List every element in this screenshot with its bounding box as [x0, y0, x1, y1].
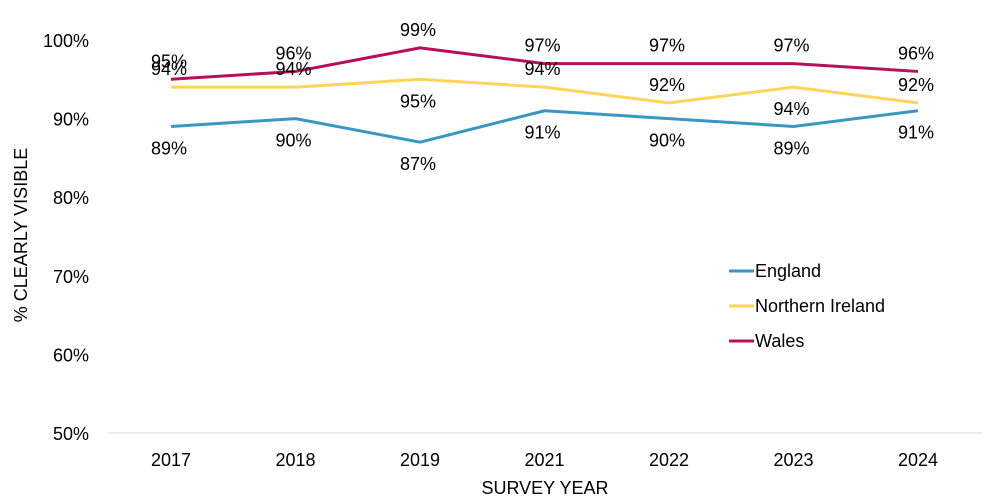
data-labels: 89% 90%87%91% 90% 89%91%94% 94%95%94%92%94%9… [151, 20, 934, 174]
y-tick-label: 60% [53, 345, 89, 365]
data-label-northern-ireland: 94% [151, 59, 187, 79]
y-tick-label: 50% [53, 424, 89, 444]
legend-label: Wales [755, 331, 804, 351]
legend-label: Northern Ireland [755, 296, 885, 316]
x-tick-label: 2021 [524, 450, 564, 470]
series-line-england [170, 109, 919, 144]
x-tick-label: 2022 [649, 450, 689, 470]
data-label-wales: 97% [649, 36, 685, 56]
y-tick-label: 70% [53, 267, 89, 287]
y-axis-title: % CLEARLY VISIBLE [11, 148, 31, 322]
series-line-northern-ireland [171, 77, 919, 105]
x-tick-label: 2018 [275, 450, 315, 470]
x-axis-title: SURVEY YEAR [481, 478, 608, 498]
y-tick-label: 80% [53, 188, 89, 208]
data-label-england: 87% [400, 154, 436, 174]
y-tick-label: 100% [43, 31, 89, 51]
y-tick-label: 90% [53, 110, 89, 130]
data-label-wales: 99% [400, 20, 436, 40]
data-label-northern-ireland: 94% [524, 59, 560, 79]
data-label-wales: 95% [151, 51, 187, 71]
x-tick-label: 2024 [898, 450, 938, 470]
data-label-wales: 96% [898, 43, 934, 63]
x-tick-label: 2019 [400, 450, 440, 470]
series-line-wales [170, 46, 919, 81]
legend: England Northern Ireland Wales [729, 261, 885, 351]
x-axis: 2017 2018 2019 2021 2022 2023 2024 [108, 432, 982, 470]
x-tick-label: 2017 [151, 450, 191, 470]
data-label-northern-ireland: 94% [275, 59, 311, 79]
data-label-england: 90% [275, 131, 311, 151]
data-label-northern-ireland: 94% [773, 99, 809, 119]
series-layer [170, 46, 919, 144]
data-label-england: 90% [649, 131, 685, 151]
data-label-northern-ireland: 92% [649, 75, 685, 95]
data-label-wales: 97% [524, 36, 560, 56]
data-label-england: 91% [524, 123, 560, 143]
legend-label: England [755, 261, 821, 281]
data-label-england: 89% [773, 138, 809, 158]
data-label-northern-ireland: 92% [898, 75, 934, 95]
x-tick-label: 2023 [773, 450, 813, 470]
data-label-england: 91% [898, 123, 934, 143]
data-label-england: 89% [151, 138, 187, 158]
data-label-wales: 96% [275, 43, 311, 63]
y-axis: 50% 60% 70% 80% 90% 100% [43, 31, 89, 444]
data-label-northern-ireland: 95% [400, 91, 436, 111]
data-label-wales: 97% [773, 36, 809, 56]
